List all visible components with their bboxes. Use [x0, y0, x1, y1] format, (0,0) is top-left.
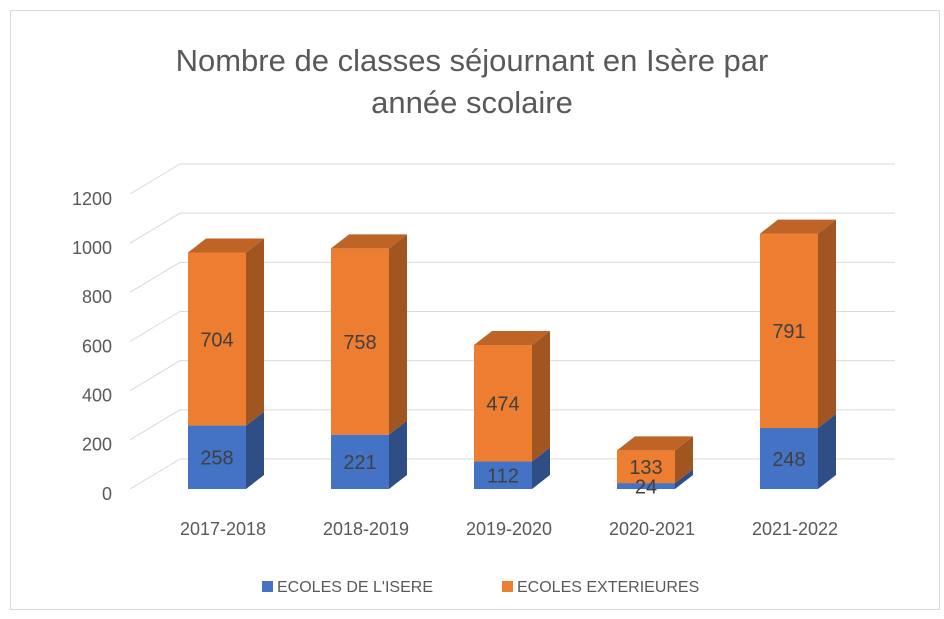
y-tick-label: 1000	[72, 238, 112, 258]
legend-swatch	[262, 581, 273, 592]
y-tick-label: 800	[82, 287, 112, 307]
data-label: 221	[343, 452, 376, 474]
y-tick-label: 1200	[72, 189, 112, 209]
bar	[760, 233, 818, 429]
x-tick-label: 2019-2020	[466, 519, 552, 539]
x-tick-label: 2018-2019	[323, 519, 409, 539]
legend-swatch	[502, 581, 513, 592]
y-tick-label: 400	[82, 385, 112, 405]
x-tick-label: 2021-2022	[752, 519, 838, 539]
bar-side	[532, 447, 550, 489]
bar-side	[532, 330, 550, 462]
bar	[331, 434, 389, 489]
legend-label: ECOLES EXTERIEURES	[517, 579, 699, 596]
y-tick-label: 600	[82, 336, 112, 356]
bar-top	[760, 219, 836, 234]
data-label: 133	[629, 457, 662, 479]
bar	[617, 483, 675, 489]
data-label: 791	[772, 321, 805, 343]
data-label: 248	[772, 449, 805, 471]
bar-side	[818, 414, 836, 489]
bar	[188, 425, 246, 489]
bar-side	[246, 238, 264, 426]
legend-label: ECOLES DE L'ISERE	[277, 579, 433, 596]
grid-line-depth	[129, 261, 181, 293]
data-label: 704	[200, 329, 233, 351]
data-label: 758	[343, 332, 376, 354]
data-label: 474	[486, 393, 519, 415]
grid-line-depth	[129, 360, 181, 392]
data-label: 112	[487, 466, 519, 488]
y-tick-label: 0	[102, 484, 112, 504]
grid-line-depth	[129, 311, 181, 342]
chart-border	[10, 10, 940, 610]
bar	[474, 344, 532, 462]
grid-line-depth	[129, 409, 181, 441]
data-label: 258	[200, 448, 233, 470]
chart-title: Nombre de classes séjournant en Isère pa…	[175, 43, 769, 120]
bar-side	[818, 219, 836, 429]
bar	[188, 252, 246, 426]
bar-top	[331, 234, 407, 249]
bar-side	[389, 420, 407, 489]
bar-side	[675, 469, 693, 489]
grid-line-depth	[129, 458, 181, 490]
x-tick-label: 2017-2018	[180, 519, 266, 539]
bar	[760, 428, 818, 489]
data-label: 24	[635, 476, 657, 498]
bar-side	[246, 411, 264, 489]
bar	[474, 461, 532, 489]
y-tick-label: 200	[82, 435, 112, 455]
bar-top	[617, 436, 693, 451]
bar-top	[188, 238, 264, 253]
bar-top	[474, 330, 550, 345]
bar	[617, 450, 675, 484]
bar	[331, 248, 389, 435]
grid-line-depth	[129, 163, 181, 195]
bar-side	[675, 436, 693, 484]
x-tick-label: 2020-2021	[609, 519, 695, 539]
grid-line-depth	[129, 212, 181, 244]
bar-side	[389, 234, 407, 435]
